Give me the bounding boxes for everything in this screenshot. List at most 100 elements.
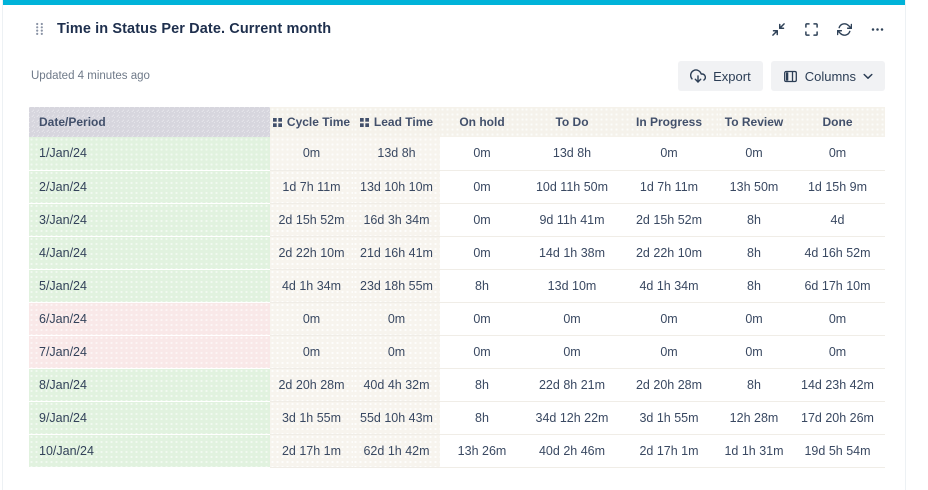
date-cell: 10/Jan/24 [29, 434, 270, 468]
time-value-cell: 0m [440, 203, 524, 237]
time-value-cell: 40d 2h 46m [524, 434, 620, 468]
table-row: 10/Jan/24 2d 17h 1m 62d 1h 42m 13h 26m 40d 2… [29, 434, 885, 468]
refresh-icon[interactable] [836, 21, 852, 37]
column-group-icon [272, 116, 282, 130]
time-value-cell: 12h 28m [718, 401, 790, 435]
fullscreen-icon[interactable] [803, 21, 819, 37]
toolbar: Export Columns [678, 61, 885, 91]
columns-button[interactable]: Columns [770, 61, 885, 91]
date-cell: 5/Jan/24 [29, 269, 270, 303]
time-value-cell: 2d 20h 28m [270, 368, 353, 402]
time-value-cell: 22d 8h 21m [524, 368, 620, 402]
time-value-cell: 0m [790, 137, 885, 171]
table-row: 5/Jan/24 4d 1h 34m 23d 18h 55m 8h 13d 10m 4d … [29, 269, 885, 303]
time-value-cell: 1d 15h 9m [790, 170, 885, 204]
date-cell: 6/Jan/24 [29, 302, 270, 336]
window-controls [770, 21, 885, 37]
more-options-icon[interactable] [869, 21, 885, 37]
time-value-cell: 0m [440, 335, 524, 369]
time-value-cell: 2d 22h 10m [270, 236, 353, 270]
time-value-cell: 14d 23h 42m [790, 368, 885, 402]
column-header-done[interactable]: Done [790, 107, 885, 137]
column-header-lead-time[interactable]: Lead Time [353, 107, 440, 137]
column-header-cycle-time[interactable]: Cycle Time [270, 107, 353, 137]
collapse-icon[interactable] [770, 21, 786, 37]
time-value-cell: 2d 15h 52m [620, 203, 718, 237]
time-value-cell: 0m [620, 137, 718, 171]
time-value-cell: 8h [718, 269, 790, 303]
time-value-cell: 0m [524, 335, 620, 369]
widget-subheader: Updated 4 minutes ago Export [3, 61, 905, 91]
time-value-cell: 0m [440, 170, 524, 204]
table-row: 1/Jan/24 0m 13d 8h 0m 13d 8h 0m 0m 0m [29, 137, 885, 171]
column-header-on-hold[interactable]: On hold [440, 107, 524, 137]
column-header-to-review[interactable]: To Review [718, 107, 790, 137]
date-cell: 3/Jan/24 [29, 203, 270, 237]
updated-timestamp: Updated 4 minutes ago [31, 70, 150, 82]
table-row: 6/Jan/24 0m 0m 0m 0m 0m 0m 0m [29, 302, 885, 336]
time-value-cell: 0m [353, 302, 440, 336]
time-value-cell: 3d 1h 55m [620, 401, 718, 435]
time-value-cell: 13d 10m [524, 269, 620, 303]
widget-card: Time in Status Per Date. Current month [2, 0, 906, 490]
time-value-cell: 1d 1h 31m [718, 434, 790, 468]
time-value-cell: 62d 1h 42m [353, 434, 440, 468]
time-value-cell: 2d 17h 1m [270, 434, 353, 468]
time-value-cell: 2d 20h 28m [620, 368, 718, 402]
widget-header: Time in Status Per Date. Current month [3, 5, 905, 37]
time-value-cell: 9d 11h 41m [524, 203, 620, 237]
chevron-down-icon [863, 73, 873, 80]
export-cloud-download-icon [690, 68, 707, 84]
time-value-cell: 0m [718, 335, 790, 369]
time-value-cell: 13d 8h [353, 137, 440, 171]
time-value-cell: 2d 22h 10m [620, 236, 718, 270]
time-value-cell: 0m [270, 302, 353, 336]
table-header-row: Date/Period Cycle Time Lead Time On hold To … [29, 107, 885, 137]
column-header-date-period[interactable]: Date/Period [29, 107, 270, 137]
time-value-cell: 55d 10h 43m [353, 401, 440, 435]
export-button-label: Export [713, 68, 751, 84]
time-value-cell: 40d 4h 32m [353, 368, 440, 402]
time-value-cell: 8h [718, 236, 790, 270]
column-header-in-progress[interactable]: In Progress [620, 107, 718, 137]
time-value-cell: 0m [524, 302, 620, 336]
time-value-cell: 10d 11h 50m [524, 170, 620, 204]
time-value-cell: 8h [718, 368, 790, 402]
drag-handle-icon[interactable] [35, 22, 44, 36]
table-row: 8/Jan/24 2d 20h 28m 40d 4h 32m 8h 22d 8h 21m… [29, 368, 885, 402]
time-value-cell: 8h [440, 368, 524, 402]
time-value-cell: 13d 8h [524, 137, 620, 171]
date-cell: 1/Jan/24 [29, 137, 270, 171]
column-header-to-do[interactable]: To Do [524, 107, 620, 137]
time-value-cell: 0m [270, 335, 353, 369]
columns-button-label: Columns [804, 68, 856, 84]
column-header-label: Done [822, 115, 853, 129]
time-value-cell: 0m [440, 302, 524, 336]
table-row: 7/Jan/24 0m 0m 0m 0m 0m 0m 0m [29, 335, 885, 369]
time-value-cell: 13d 10h 10m [353, 170, 440, 204]
time-value-cell: 0m [790, 335, 885, 369]
time-value-cell: 13h 26m [440, 434, 524, 468]
time-value-cell: 2d 15h 52m [270, 203, 353, 237]
table-row: 4/Jan/24 2d 22h 10m 21d 16h 41m 0m 14d 1h 38… [29, 236, 885, 270]
status-table: Date/Period Cycle Time Lead Time On hold To … [29, 107, 885, 468]
time-value-cell: 4d 1h 34m [270, 269, 353, 303]
time-value-cell: 16d 3h 34m [353, 203, 440, 237]
column-header-label: In Progress [635, 115, 703, 129]
time-value-cell: 21d 16h 41m [353, 236, 440, 270]
time-value-cell: 0m [718, 137, 790, 171]
time-value-cell: 0m [718, 302, 790, 336]
status-table-container: Date/Period Cycle Time Lead Time On hold To … [29, 107, 885, 468]
time-value-cell: 0m [440, 236, 524, 270]
table-row: 2/Jan/24 1d 7h 11m 13d 10h 10m 0m 10d 11h 50… [29, 170, 885, 204]
date-cell: 8/Jan/24 [29, 368, 270, 402]
time-value-cell: 0m [440, 137, 524, 171]
export-button[interactable]: Export [678, 61, 763, 91]
date-cell: 9/Jan/24 [29, 401, 270, 435]
time-value-cell: 1d 7h 11m [620, 170, 718, 204]
time-value-cell: 0m [620, 335, 718, 369]
table-row: 9/Jan/24 3d 1h 55m 55d 10h 43m 8h 34d 12h 22… [29, 401, 885, 435]
time-value-cell: 8h [440, 401, 524, 435]
accent-bar [3, 0, 905, 5]
time-value-cell: 23d 18h 55m [353, 269, 440, 303]
